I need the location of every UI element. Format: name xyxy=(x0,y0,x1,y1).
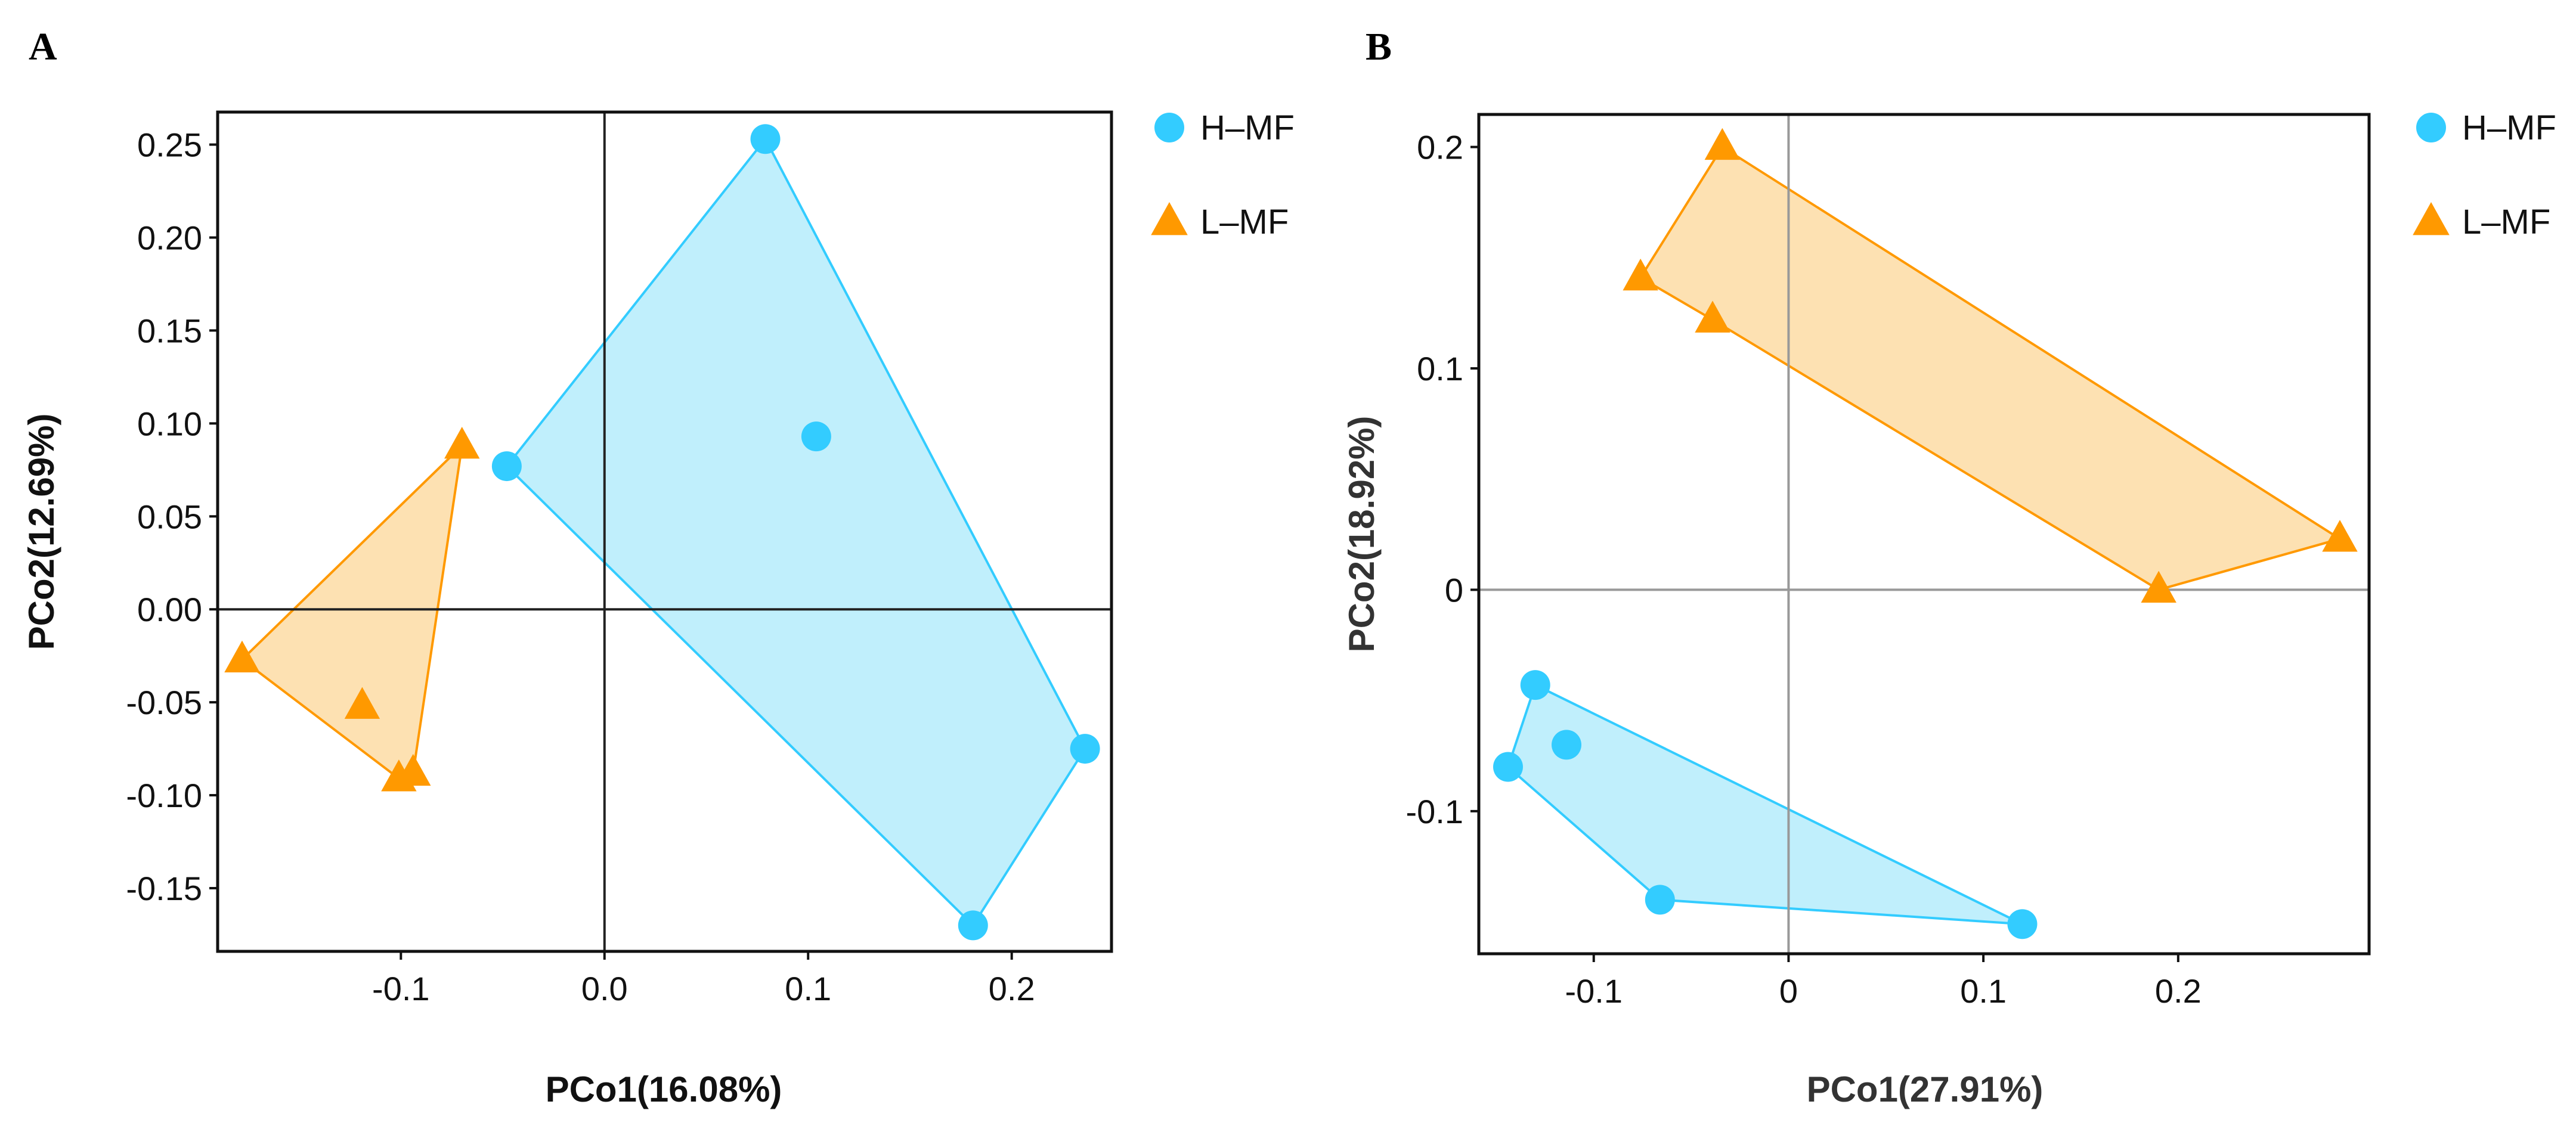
y-axis-title: PCo2(12.69%) xyxy=(21,414,61,650)
y-axis-title: PCo2(18.92%) xyxy=(1342,416,1382,653)
point-l-mf xyxy=(1695,300,1730,333)
x-tick-label: 0.2 xyxy=(2155,972,2202,1010)
x-tick-label: 0.1 xyxy=(785,970,831,1007)
x-axis-title: PCo1(16.08%) xyxy=(546,1069,782,1109)
legend-h-mf-label: H–MF xyxy=(2462,108,2556,147)
panel-b-plot: -0.1 0 0.1 0.2 -0.1 0 0.1 0.2 PCo1(27.91%) PCo2(1… xyxy=(1342,108,2556,1109)
x-tick-label: 0 xyxy=(1779,972,1798,1010)
y-tick-label: 0 xyxy=(1445,571,1463,609)
x-tick-label: -0.1 xyxy=(1565,972,1623,1010)
x-tick-label: 0.1 xyxy=(1960,972,2007,1010)
panel-label-b: B xyxy=(1366,25,1392,69)
y-tick-label: 0.2 xyxy=(1417,129,1463,166)
point-h-mf xyxy=(1645,885,1675,915)
point-l-mf xyxy=(344,687,380,719)
point-h-mf xyxy=(491,451,522,482)
plot-frame xyxy=(1477,113,2371,956)
plot-frame xyxy=(216,110,1113,953)
point-l-mf xyxy=(224,640,260,672)
y-tick-label: 0.00 xyxy=(137,591,202,628)
point-h-mf xyxy=(2007,909,2038,939)
y-tick-label: 0.25 xyxy=(137,126,202,164)
legend-l-mf-marker xyxy=(1151,202,1188,235)
y-tick-label: 0.1 xyxy=(1417,350,1463,387)
x-tick-label: 0.2 xyxy=(989,970,1035,1007)
point-l-mf xyxy=(395,753,431,786)
point-h-mf xyxy=(801,421,831,452)
legend-l-mf-label: L–MF xyxy=(1200,203,1289,241)
point-h-mf xyxy=(1493,752,1524,782)
x-tick-label: -0.1 xyxy=(372,970,430,1007)
hull-l-mf xyxy=(240,442,464,780)
hull-l-mf xyxy=(1639,145,2343,591)
hull-h-mf xyxy=(505,137,1086,928)
panel-label-a: A xyxy=(29,25,57,69)
y-tick-label: 0.10 xyxy=(137,405,202,442)
point-l-mf xyxy=(1704,128,1741,160)
point-h-mf xyxy=(1070,734,1100,764)
panel-a-plot: -0.1 0.0 0.1 0.2 -0.15 -0.10 -0.05 0.00 0.05 0.10… xyxy=(21,108,1295,1109)
y-tick-label: 0.05 xyxy=(137,498,202,535)
y-tick-label: 0.20 xyxy=(137,219,202,256)
legend-l-mf-marker xyxy=(2413,202,2450,235)
x-tick-label: 0.0 xyxy=(581,970,628,1007)
point-h-mf xyxy=(1520,670,1550,700)
y-tick-label: -0.10 xyxy=(126,777,202,814)
x-axis-title: PCo1(27.91%) xyxy=(1807,1069,2044,1109)
y-tick-label: 0.15 xyxy=(137,312,202,349)
y-tick-label: -0.1 xyxy=(1406,793,1464,830)
hull-h-mf xyxy=(1506,683,2023,926)
legend-h-mf-marker xyxy=(2416,113,2446,142)
y-tick-label: -0.05 xyxy=(126,684,202,721)
point-l-mf xyxy=(444,426,480,459)
legend-h-mf-label: H–MF xyxy=(1200,108,1295,147)
point-l-mf xyxy=(2322,520,2358,552)
point-l-mf xyxy=(2141,570,2176,603)
legend-h-mf-marker xyxy=(1154,113,1184,142)
y-tick-label: -0.15 xyxy=(126,870,202,907)
legend-l-mf-label: L–MF xyxy=(2462,203,2550,241)
point-h-mf xyxy=(958,910,988,941)
point-h-mf xyxy=(1552,730,1582,760)
point-l-mf xyxy=(1623,258,1658,291)
point-h-mf xyxy=(750,124,781,154)
